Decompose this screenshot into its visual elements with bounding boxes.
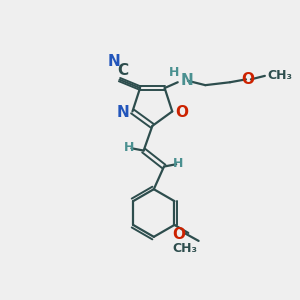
Text: CH₃: CH₃ xyxy=(268,69,293,82)
Text: N: N xyxy=(116,105,129,120)
Text: N: N xyxy=(181,73,194,88)
Text: C: C xyxy=(117,63,128,78)
Text: CH₃: CH₃ xyxy=(172,242,197,255)
Text: H: H xyxy=(124,141,134,154)
Text: O: O xyxy=(241,72,254,87)
Text: O: O xyxy=(176,105,189,120)
Text: H: H xyxy=(173,157,184,170)
Text: H: H xyxy=(169,66,179,79)
Text: O: O xyxy=(172,227,185,242)
Text: N: N xyxy=(108,55,120,70)
